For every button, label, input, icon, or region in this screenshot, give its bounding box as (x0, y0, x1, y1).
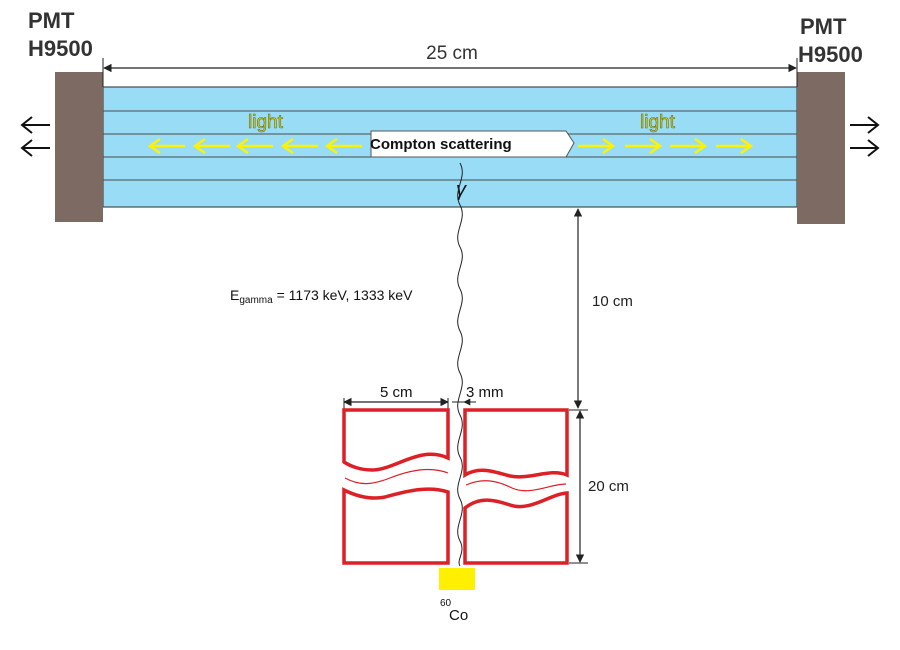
energy-label: Egamma = 1173 keV, 1333 keV (230, 287, 413, 306)
source-element: Co (449, 607, 468, 624)
pmt-right (797, 72, 845, 224)
height-label: 20 cm (588, 478, 629, 495)
output-arrows-left (20, 116, 50, 157)
pmt-right-label-line2: H9500 (798, 42, 863, 67)
collimator (342, 408, 569, 565)
break-line (465, 480, 567, 492)
source-mass-number: 60 (440, 598, 452, 609)
break-line (344, 468, 449, 485)
collimator-block-top-left (342, 408, 450, 472)
energy-prefix: E (230, 287, 239, 303)
gap-label: 3 mm (466, 384, 504, 401)
light-label-left: light (248, 112, 284, 133)
distance-label: 10 cm (592, 293, 633, 310)
output-arrows-right (850, 116, 880, 157)
width-label: 5 cm (380, 384, 413, 401)
source-block (439, 568, 475, 590)
collimator-block-top-right (463, 408, 569, 479)
light-arrows-right (578, 137, 754, 155)
light-label-right: light (640, 112, 676, 133)
collimator-block-bottom-left (342, 487, 450, 565)
energy-subscript: gamma (239, 295, 273, 306)
length-label: 25 cm (426, 43, 478, 64)
collimator-block-bottom-right (463, 491, 569, 565)
pmt-left-label-line2: H9500 (28, 36, 93, 61)
gamma-path (457, 162, 463, 567)
pmt-left (55, 72, 103, 222)
energy-values: = 1173 keV, 1333 keV (273, 287, 413, 303)
gamma-symbol: γ (456, 179, 467, 201)
compton-box (370, 130, 575, 158)
light-arrows-left (147, 137, 362, 155)
pmt-right-label-line1: PMT (800, 14, 847, 39)
pmt-left-label-line1: PMT (28, 8, 75, 33)
compton-label: Compton scattering (370, 136, 512, 153)
